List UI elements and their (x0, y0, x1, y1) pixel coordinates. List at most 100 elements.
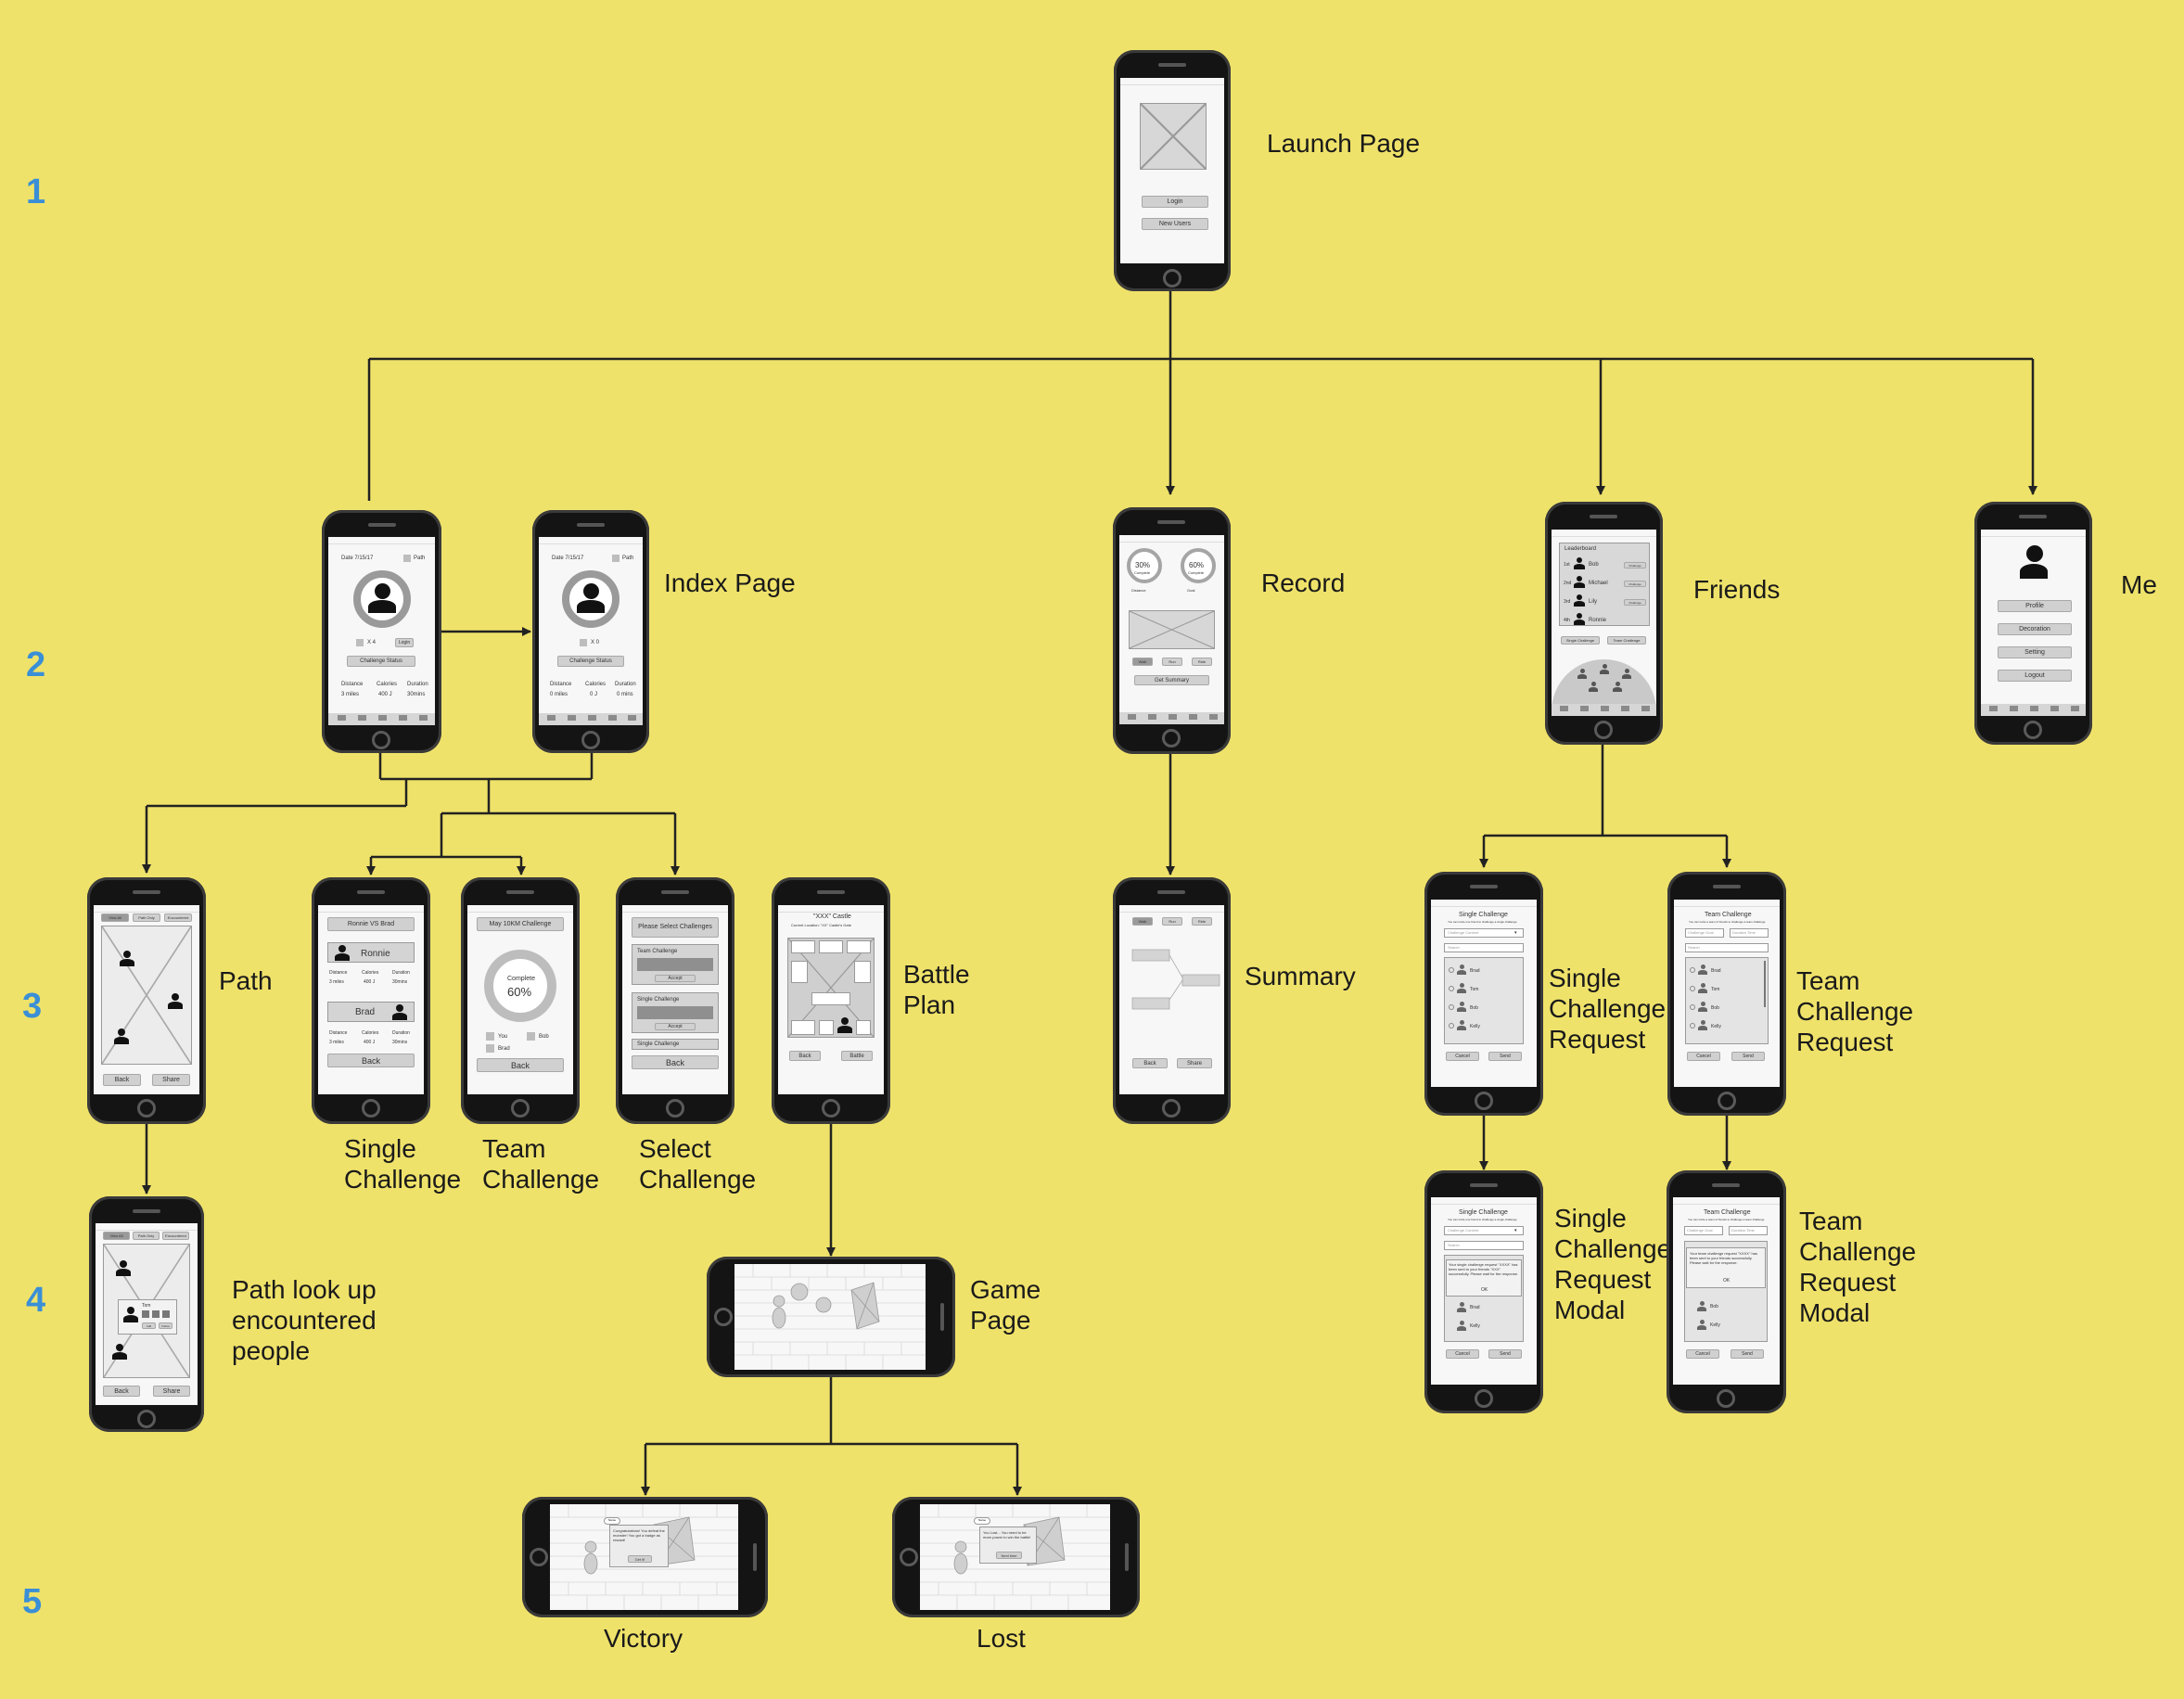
login-button[interactable]: Login (1142, 196, 1208, 208)
label-team-challenge: Team Challenge (482, 1134, 600, 1194)
person-marker[interactable] (116, 1260, 131, 1277)
cancel-button[interactable]: Cancel (1687, 1052, 1720, 1061)
send-button[interactable]: Send (1731, 1349, 1764, 1359)
challenge-button[interactable]: Challenge (1624, 581, 1646, 587)
ok-button[interactable]: OK (1481, 1287, 1488, 1293)
duration-dropdown[interactable] (1729, 1226, 1768, 1235)
send-button[interactable]: Send (1488, 1052, 1522, 1061)
single-challenge-button[interactable]: Single Challenge (1561, 636, 1600, 645)
get-summary-button[interactable]: Get Summary (1134, 675, 1209, 685)
scrollbar[interactable] (1764, 961, 1766, 1007)
share-button[interactable]: Share (1177, 1058, 1212, 1068)
next-time-button[interactable]: Next time (996, 1552, 1022, 1559)
ok-button[interactable]: OK (1723, 1278, 1731, 1284)
back-button[interactable]: Back (1132, 1058, 1168, 1068)
challenge-content-dropdown[interactable] (1444, 928, 1524, 938)
tab-view-all[interactable]: View All (103, 1232, 130, 1240)
get-it-button[interactable]: Get it! (628, 1555, 652, 1563)
stat-value: 400 J (378, 692, 392, 697)
screen-path: View All Path Only Encountered Back Shar… (94, 905, 199, 1094)
screen-single-request: Single Challenge You can invite one frie… (1431, 900, 1537, 1087)
cancel-button[interactable]: Cancel (1686, 1349, 1719, 1359)
challenge-content-dropdown[interactable] (1444, 1226, 1524, 1235)
avatar (1600, 664, 1609, 675)
friend-name: Michael (1589, 581, 1608, 586)
search-input[interactable] (1444, 943, 1524, 952)
duration-dropdown[interactable] (1730, 928, 1769, 938)
path-link[interactable]: Path (622, 556, 634, 561)
person-marker[interactable] (168, 993, 183, 1010)
legend-brad: Brad (498, 1046, 510, 1052)
run-button[interactable]: Run (1162, 658, 1182, 666)
single-challenge-card[interactable] (632, 1039, 719, 1050)
tab-view-all[interactable]: View All (101, 913, 129, 922)
radio-button[interactable] (1449, 967, 1454, 973)
victory-message: Congratulations! You defeat the monster!… (613, 1528, 665, 1542)
new-users-button[interactable]: New Users (1142, 218, 1208, 230)
radio-button[interactable] (1449, 1023, 1454, 1028)
back-button[interactable]: Back (103, 1386, 140, 1397)
cancel-button[interactable]: Cancel (1446, 1052, 1479, 1061)
profile-button[interactable]: Profile (1998, 600, 2072, 612)
person-marker[interactable] (114, 1028, 129, 1045)
tab-walk[interactable]: Walk (1132, 917, 1153, 926)
tab-path-only[interactable]: Path Only (133, 913, 160, 922)
checkbox[interactable] (1690, 986, 1695, 991)
date-text: Date 7/15/17 (552, 556, 584, 561)
challenge-status-button[interactable]: Challenge Status (347, 656, 415, 667)
challenge-button[interactable]: Challenge (1624, 562, 1646, 568)
tab-path-only[interactable]: Path Only (133, 1232, 160, 1240)
person-marker[interactable] (112, 1344, 127, 1360)
radio-button[interactable] (1449, 986, 1454, 991)
phone-select-challenge: Please Select Challenges Team Challenge … (616, 877, 734, 1124)
challenge-goal-dropdown[interactable] (1685, 928, 1724, 938)
path-link[interactable]: Path (414, 556, 426, 561)
stat-label: Calories (377, 682, 398, 687)
screen-friends: Leaderboard 1st 2nd 3rd 4th Bob Michael … (1552, 530, 1656, 716)
tab-run[interactable]: Run (1162, 917, 1182, 926)
cancel-button[interactable]: Cancel (1446, 1349, 1479, 1359)
logout-button[interactable]: Logout (1998, 670, 2072, 682)
checkbox[interactable] (1690, 1004, 1695, 1010)
challenge-goal-dropdown[interactable] (1684, 1226, 1723, 1235)
back-button[interactable]: Back (103, 1074, 141, 1086)
back-button[interactable]: Back (477, 1058, 564, 1072)
send-button[interactable]: Send (1488, 1349, 1522, 1359)
checkbox[interactable] (1690, 967, 1695, 973)
accept-button[interactable]: Accept (655, 1023, 696, 1030)
accept-button[interactable]: Accept (655, 975, 696, 982)
team-challenge-button[interactable]: Team Challenge (1607, 636, 1646, 645)
person-marker[interactable] (120, 951, 134, 967)
share-button[interactable]: Share (152, 1074, 190, 1086)
back-button[interactable]: Back (632, 1055, 719, 1069)
ride-button[interactable]: Ride (1192, 658, 1212, 666)
back-button[interactable]: Back (327, 1054, 415, 1067)
challenge-button[interactable]: Challenge (1624, 599, 1646, 606)
tab-ride[interactable]: Ride (1192, 917, 1212, 926)
modal-message: Your single challenge request "XXXX" has… (1449, 1262, 1519, 1276)
search-input[interactable] (1444, 1241, 1524, 1250)
checkbox[interactable] (1690, 1023, 1695, 1028)
walk-button[interactable]: Walk (1132, 658, 1153, 666)
send-button[interactable]: Send (1731, 1052, 1765, 1061)
screen-me: Profile Decoration Setting Logout (1981, 530, 2086, 716)
decoration-button[interactable]: Decoration (1998, 623, 2072, 635)
back-button[interactable]: Back (789, 1051, 821, 1061)
friend-name: Brad (1470, 1305, 1480, 1310)
label-record: Record (1261, 568, 1346, 597)
walk-goal-sub: Complete (1134, 570, 1151, 575)
avatar (574, 581, 607, 619)
stat-label: Duration (392, 970, 410, 976)
tab-encountered[interactable]: Encountered (164, 913, 192, 922)
challenge-status-button[interactable]: Challenge Status (557, 656, 624, 667)
login-button[interactable]: Login (395, 638, 414, 647)
follow-button[interactable]: Follow (159, 1322, 172, 1329)
add-button[interactable]: Add (142, 1322, 156, 1329)
search-input[interactable] (1685, 943, 1769, 952)
stat-value: 3 miles (329, 1040, 344, 1045)
tab-encountered[interactable]: Encountered (162, 1232, 189, 1240)
share-button[interactable]: Share (153, 1386, 190, 1397)
battle-button[interactable]: Battle (841, 1051, 873, 1061)
setting-button[interactable]: Setting (1998, 646, 2072, 658)
radio-button[interactable] (1449, 1004, 1454, 1010)
